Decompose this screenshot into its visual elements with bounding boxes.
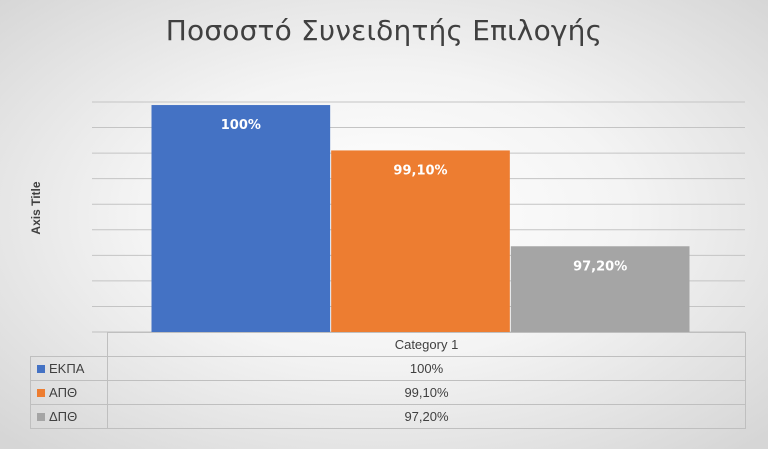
legend-entry: ΑΠΘ (30, 380, 108, 405)
legend-swatch (37, 389, 45, 397)
data-table-row: ΑΠΘ 99,10% (30, 380, 746, 405)
data-label: 99,10% (393, 163, 447, 178)
bar-1 (151, 105, 331, 332)
bar-3 (510, 246, 690, 332)
legend-label: ΔΠΘ (49, 409, 78, 424)
data-table-row: ΕΚΠΑ 100% (30, 356, 746, 381)
category-label: Category 1 (107, 332, 746, 357)
legend-swatch (37, 365, 45, 373)
data-table-corner (30, 332, 108, 357)
legend-entry: ΔΠΘ (30, 404, 108, 429)
legend-label: ΕΚΠΑ (49, 361, 85, 376)
data-table-row: ΔΠΘ 97,20% (30, 404, 746, 429)
data-table-header: Category 1 (30, 332, 746, 357)
data-label: 97,20% (573, 259, 627, 274)
data-label: 100% (221, 118, 261, 133)
bar-2 (331, 150, 510, 332)
bars (151, 105, 690, 332)
data-table-value: 99,10% (107, 380, 746, 405)
bar-labels: 100% 99,10% 97,20% (221, 118, 627, 274)
data-table: Category 1 ΕΚΠΑ 100% ΑΠΘ 99,10% ΔΠΘ 97,2… (30, 332, 746, 429)
legend-entry: ΕΚΠΑ (30, 356, 108, 381)
data-table-value: 100% (107, 356, 746, 381)
chart-title: Ποσοστό Συνειδητής Επιλογής (165, 14, 603, 47)
legend-swatch (37, 413, 45, 421)
data-table-value: 97,20% (107, 404, 746, 429)
legend-label: ΑΠΘ (49, 385, 78, 400)
